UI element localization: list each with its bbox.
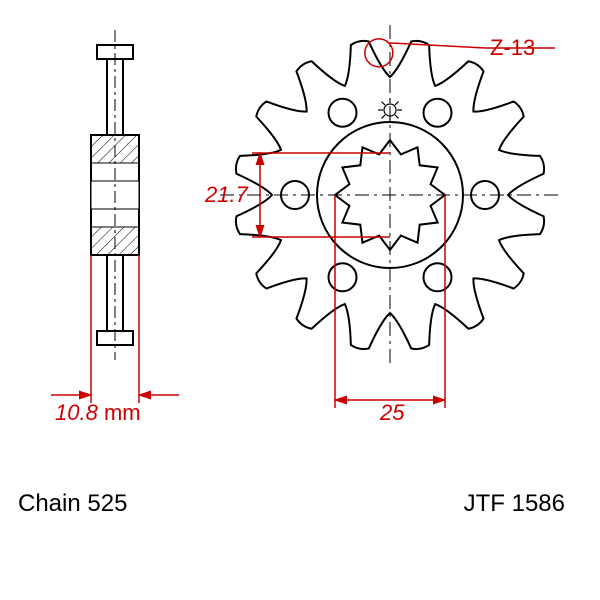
chain-label: Chain 525: [18, 490, 127, 518]
width-dim: 10.8 mm: [55, 400, 141, 426]
tooth-callout: Z-13: [490, 35, 535, 61]
side-view: [91, 30, 139, 360]
bore-dim: 25: [380, 400, 404, 426]
inner-dia-dim: 21.7: [205, 182, 248, 208]
part-number: JTF 1586: [464, 490, 565, 518]
front-view: [220, 25, 560, 365]
